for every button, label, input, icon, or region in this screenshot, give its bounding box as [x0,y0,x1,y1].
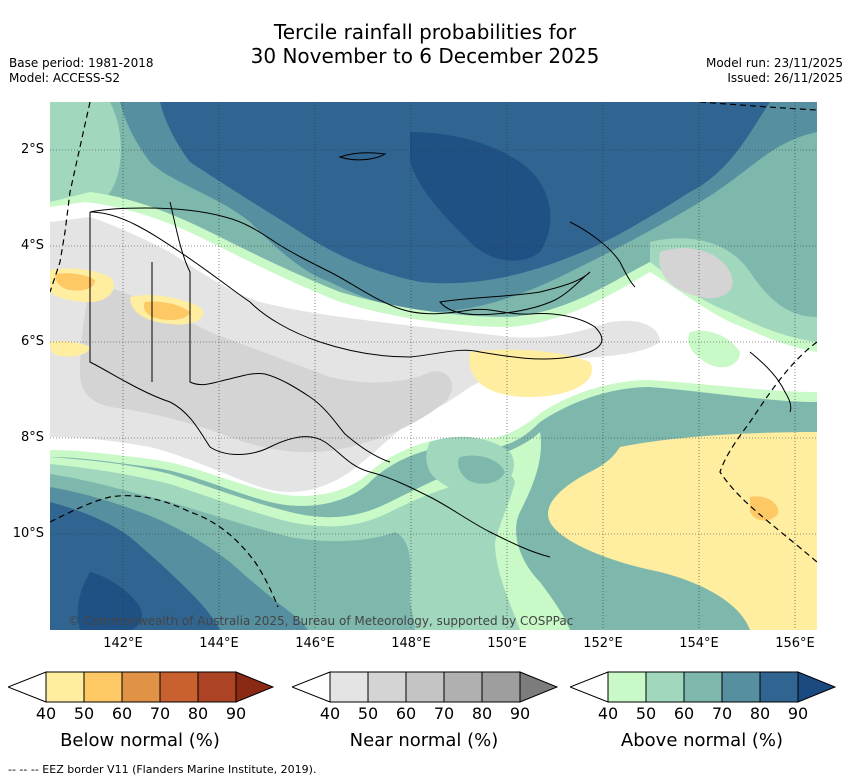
colorbar-near-over [519,671,558,703]
colorbar-near-50-60 [367,671,407,703]
lat-tick-2s: 2°S [20,142,44,157]
lon-tick-146e: 146°E [295,636,335,651]
colorbar-above-80-90 [759,671,799,703]
above-70-mid [457,455,505,484]
lat-tick-4s: 4°S [20,238,44,253]
above-tick-60: 60 [673,704,695,723]
manus-outline [338,152,387,161]
new-britain-outline [439,271,591,316]
eez-border-east [719,341,817,563]
lon-tick-156e: 156°E [775,636,815,651]
eez-border-west [50,102,91,293]
near-tick-40: 40 [319,704,341,723]
near-tick-90: 90 [509,704,531,723]
near-tick-80: 80 [471,704,493,723]
colorbar-near-60-70 [405,671,445,703]
coastline-north [89,207,603,360]
graticule [50,102,817,630]
above-max-south [77,572,142,630]
lat-tick-8s: 8°S [20,430,44,445]
near-50-right [659,248,733,299]
below-40-east [469,349,592,397]
colorbar-below-70-80 [159,671,199,703]
below-50-mid [143,301,190,320]
coastline-south [89,212,551,558]
issued-date: Issued: 26/11/2025 [727,71,843,85]
lon-tick-150e: 150°E [487,636,527,651]
above-50-east [688,330,740,368]
colorbar-above-under [570,671,609,703]
colorbar-above-over [797,671,836,703]
above-tick-50: 50 [635,704,657,723]
colorbar-above-60-70 [683,671,723,703]
below-tick-60: 60 [111,704,133,723]
colorbar-above-40-50 [607,671,647,703]
lon-tick-142e: 142°E [103,636,143,651]
below-40-southeast [548,432,817,630]
above-tick-40: 40 [597,704,619,723]
colorbar-below-50-60 [83,671,123,703]
base-period: Base period: 1981-2018 [9,56,154,70]
colorbar-below-60-70 [121,671,161,703]
title-line-1: Tercile rainfall probabilities for [273,20,577,44]
eez-footnote: -- -- -- EEZ border V11 (Flanders Marine… [8,763,317,776]
province-border [169,201,391,463]
colorbar-below-40-50 [45,671,85,703]
title-line-2: 30 November to 6 December 2025 [250,44,600,68]
eez-border-northeast [699,102,817,111]
lon-tick-154e: 154°E [679,636,719,651]
meta-right: Model run: 23/11/2025 Issued: 26/11/2025 [706,56,843,86]
meta-left: Base period: 1981-2018 Model: ACCESS-S2 [9,56,154,86]
new-ireland-outline [569,221,636,288]
below-40-left-2 [50,341,90,357]
model-run: Model run: 23/11/2025 [705,56,843,70]
above-50-top-left [50,102,121,212]
near-normal-label: Near normal (%) [349,730,499,751]
below-tick-90: 90 [225,704,247,723]
colorbar-below [8,671,274,703]
below-tick-70: 70 [149,704,171,723]
below-tick-40: 40 [35,704,57,723]
below-normal-label: Below normal (%) [60,730,220,751]
eez-border-south [50,495,279,608]
map-title: Tercile rainfall probabilities for 30 No… [0,20,850,68]
colorbar-above [570,671,836,703]
colorbar-above-50-60 [645,671,685,703]
below-tick-50: 50 [73,704,95,723]
colorbar-below-80-90 [197,671,237,703]
lon-tick-144e: 144°E [199,636,239,651]
above-tick-80: 80 [749,704,771,723]
probability-map: © Commonwealth of Australia 2025, Bureau… [50,102,817,630]
lon-tick-152e: 152°E [583,636,623,651]
lat-tick-6s: 6°S [20,334,44,349]
below-50-left [55,273,95,291]
colorbar-near [292,671,558,703]
model-name: Model: ACCESS-S2 [9,71,121,85]
above-tick-70: 70 [711,704,733,723]
above-normal-label: Above normal (%) [620,730,784,751]
lat-tick-10s: 10°S [12,526,44,541]
below-tick-80: 80 [187,704,209,723]
colorbar-near-70-80 [443,671,483,703]
near-50 [80,282,453,453]
below-50-southeast [750,496,779,521]
colorbar-near-40-50 [329,671,369,703]
bougainville-outline [749,351,792,413]
colorbar-near-80-90 [481,671,521,703]
colorbar-below-under [8,671,47,703]
near-tick-50: 50 [357,704,379,723]
above-90-top [410,132,551,261]
colorbar-below-over [235,671,274,703]
colorbar-near-under [292,671,331,703]
colorbar-above-70-80 [721,671,761,703]
lon-tick-148e: 148°E [391,636,431,651]
copyright-text: © Commonwealth of Australia 2025, Bureau… [68,614,573,628]
near-tick-70: 70 [433,704,455,723]
above-tick-90: 90 [787,704,809,723]
near-tick-60: 60 [395,704,417,723]
